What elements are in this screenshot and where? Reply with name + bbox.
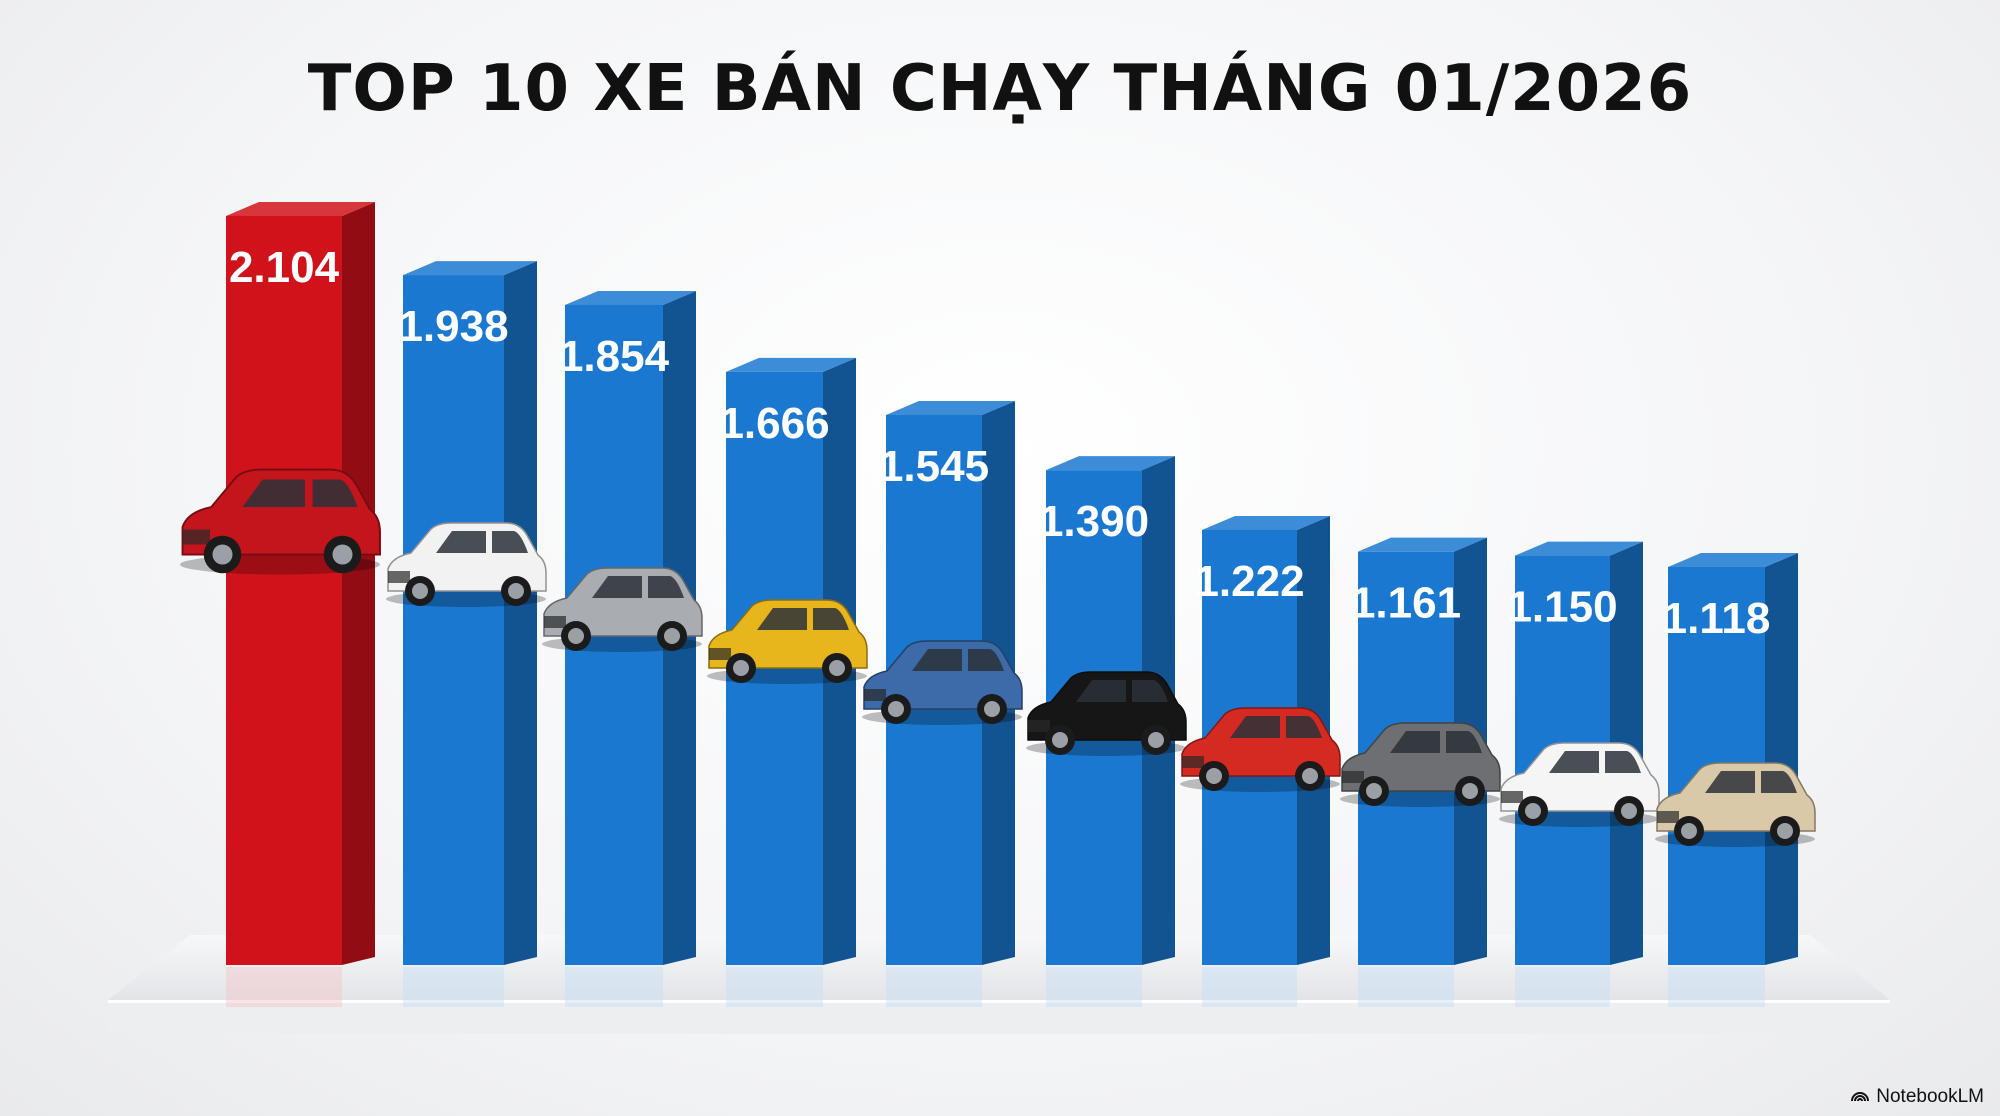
bar-top bbox=[886, 400, 1015, 415]
bar-2: 1.938 bbox=[398, 261, 537, 1007]
bar-front bbox=[403, 275, 504, 965]
chart-title: TOP 10 XE BÁN CHẠY THÁNG 01/2026 bbox=[307, 52, 1693, 126]
bar-reflection bbox=[1202, 967, 1297, 1007]
bar-top bbox=[1202, 515, 1330, 530]
bar-reflection bbox=[1358, 967, 1454, 1007]
bar-side bbox=[1765, 552, 1798, 965]
bar-side bbox=[504, 261, 537, 965]
bar-reflection bbox=[1668, 967, 1765, 1007]
data-label: 2.104 bbox=[229, 243, 340, 292]
data-label: 1.150 bbox=[1507, 583, 1617, 632]
car-icon bbox=[542, 567, 703, 652]
bar-reflection bbox=[403, 967, 504, 1007]
bar-top bbox=[1046, 456, 1175, 471]
bar-reflection bbox=[886, 967, 982, 1007]
bar-1: 2.104 bbox=[226, 201, 375, 1007]
bar-front bbox=[226, 215, 342, 965]
data-label: 1.118 bbox=[1663, 594, 1771, 643]
notebooklm-logo-icon bbox=[1850, 1086, 1870, 1108]
car-icon bbox=[180, 468, 381, 575]
bar-reflection bbox=[1515, 967, 1610, 1007]
data-label: 1.222 bbox=[1194, 557, 1304, 606]
bar-reflection bbox=[565, 967, 663, 1007]
data-label: 1.854 bbox=[559, 332, 670, 381]
bar-top bbox=[1515, 541, 1643, 556]
bar-top bbox=[565, 290, 696, 305]
car-icon bbox=[1026, 671, 1187, 756]
car-icon bbox=[862, 640, 1023, 725]
bar-top bbox=[403, 261, 537, 276]
watermark-text: NotebookLM bbox=[1876, 1086, 1984, 1107]
bar-top bbox=[226, 201, 375, 216]
car-icon bbox=[386, 522, 547, 607]
car-icon bbox=[1340, 722, 1501, 807]
car-icon bbox=[1499, 742, 1660, 827]
bar-top bbox=[1668, 552, 1798, 567]
car-icon bbox=[1180, 707, 1341, 792]
bar-reflection bbox=[226, 967, 342, 1007]
bar-reflection bbox=[1046, 967, 1142, 1007]
data-label: 1.390 bbox=[1039, 497, 1149, 546]
bar-9: 1.150 bbox=[1507, 541, 1643, 1007]
data-label: 1.938 bbox=[398, 302, 508, 351]
bar-top bbox=[1358, 537, 1487, 552]
notebooklm-watermark: NotebookLM bbox=[1850, 1086, 1984, 1108]
data-label: 1.666 bbox=[719, 399, 829, 448]
data-label: 1.161 bbox=[1351, 579, 1461, 628]
bar-side bbox=[342, 201, 375, 965]
bar-reflection bbox=[726, 967, 823, 1007]
data-label: 1.545 bbox=[879, 442, 989, 491]
car-icon bbox=[707, 599, 868, 684]
bar-top bbox=[726, 357, 856, 372]
car-icon bbox=[1655, 762, 1816, 847]
